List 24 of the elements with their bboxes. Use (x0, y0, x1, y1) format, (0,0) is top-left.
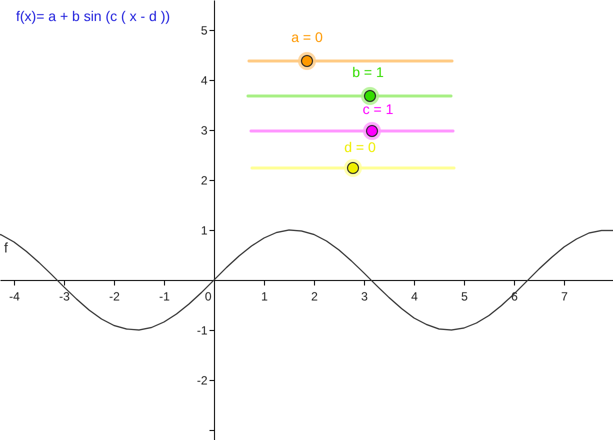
y-tick-label: 5 (200, 24, 208, 38)
x-tick-label: -4 (9, 290, 20, 304)
x-tick-label: 7 (561, 290, 568, 304)
y-tick-label: 4 (200, 74, 208, 88)
x-tick-label: 3 (361, 290, 368, 304)
x-tick-label: 2 (311, 290, 318, 304)
x-tick-label: -3 (59, 290, 70, 304)
x-tick-label: 0 (204, 290, 212, 304)
y-tick-label: 2 (200, 174, 208, 188)
x-tick-label: 4 (411, 290, 418, 304)
x-tick-label: 5 (461, 290, 468, 304)
y-tick-label: -1 (196, 324, 208, 338)
annotation: c = 1 (362, 101, 394, 117)
y-tick-label: 1 (200, 224, 208, 238)
annotation: b = 1 (351, 64, 385, 80)
y-tick-label: -2 (196, 374, 208, 388)
series-label: f (4, 240, 8, 256)
text: f(x)= a + b sin (c ( x - d )) (16, 8, 170, 24)
annotation: a = 0 (290, 29, 324, 45)
annotation: d = 0 (343, 139, 377, 155)
y-tick-label: 3 (200, 124, 208, 138)
x-tick-label: -2 (109, 290, 120, 304)
x-tick-label: -1 (159, 290, 170, 304)
x-tick-label: 1 (261, 290, 268, 304)
